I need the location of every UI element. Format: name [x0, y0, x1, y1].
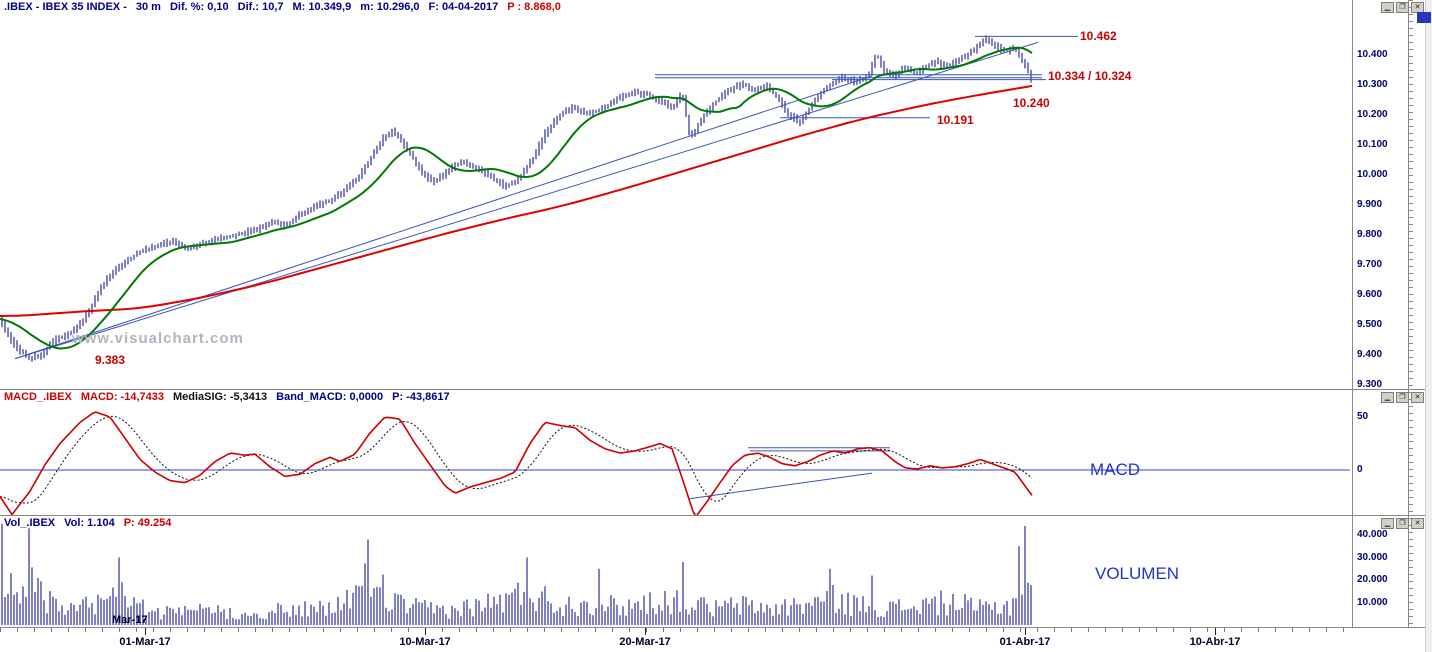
macd-panel: MACD_.IBEX MACD: -14,7433 MediaSIG: -5,341… — [0, 390, 1432, 516]
price-level-annotation[interactable]: 10.462 — [1080, 29, 1117, 44]
header-segment: Dif.: 10,7 — [237, 1, 284, 13]
price-level-annotation[interactable]: 10.240 — [1013, 96, 1050, 110]
y-axis-label: 9.600 — [1357, 289, 1383, 300]
header-segment: Dif. %: 0,10 — [169, 1, 229, 13]
close-button[interactable]: ✕ — [1411, 518, 1424, 529]
y-axis-label: 9.900 — [1357, 199, 1383, 210]
header-segment: Band_MACD: 0,0000 — [276, 391, 384, 403]
minimize-button[interactable]: ▁ — [1381, 2, 1394, 13]
price-scale-separator — [1352, 0, 1353, 628]
y-axis-label: 30.000 — [1357, 551, 1388, 563]
y-axis-label: 10.200 — [1357, 109, 1388, 120]
close-button[interactable]: ✕ — [1411, 392, 1424, 403]
header-segment: MACD: -14,7433 — [80, 391, 164, 403]
header-segment: F: 04-04-2017 — [428, 1, 499, 13]
minimize-button[interactable]: ▁ — [1381, 392, 1394, 403]
time-axis-label: 01-Mar-17 — [119, 636, 171, 648]
header-segment: P : 8.868,0 — [507, 1, 561, 13]
y-axis-label: 40.000 — [1357, 529, 1388, 540]
y-axis-label: 10.100 — [1357, 139, 1388, 150]
time-axis-label: 10-Abr-17 — [1189, 636, 1241, 648]
y-axis-label: 20.000 — [1357, 574, 1388, 585]
y-axis-label: 10.300 — [1357, 79, 1388, 90]
volume-panel: Vol_.IBEX Vol: 1.104 P: 49.254 ▁ ❐ ✕ VOLUMEN… — [0, 516, 1432, 628]
y-axis-label: 9.800 — [1357, 229, 1383, 240]
minimize-button[interactable]: ▁ — [1381, 518, 1394, 529]
y-axis-label: 9.400 — [1357, 349, 1383, 360]
time-axis[interactable]: 01-Mar-17 10-Mar-17 20-Mar-17 01-Abr-17 10-A… — [0, 628, 1432, 652]
y-axis-label: 9.700 — [1357, 259, 1383, 270]
price-scale-marker — [1417, 12, 1431, 23]
time-axis-tick — [1215, 628, 1216, 635]
time-axis-label: 01-Abr-17 — [999, 636, 1051, 648]
y-axis-label: 10.400 — [1357, 49, 1388, 60]
watermark: www.visualchart.com — [72, 330, 244, 347]
header-segment: m: 10.296,0 — [360, 1, 420, 13]
macd-header: MACD_.IBEX MACD: -14,7433 MediaSIG: -5,341… — [4, 391, 459, 403]
y-axis-label: 10.000 — [1357, 596, 1388, 608]
header-segment: P: -43,8617 — [392, 391, 450, 403]
header-segment: M: 10.349,9 — [292, 1, 352, 13]
time-axis-label: 20-Mar-17 — [619, 636, 671, 648]
y-axis-label: 9.300 — [1357, 379, 1383, 390]
axis-month-label: Mar-17 — [112, 614, 148, 626]
time-axis-tick — [1025, 628, 1026, 635]
price-level-annotation[interactable]: 9.383 — [95, 353, 126, 368]
y-axis-label: 10.000 — [1357, 169, 1388, 180]
time-axis-label: 10-Mar-17 — [399, 636, 451, 648]
restore-button[interactable]: ❐ — [1396, 518, 1409, 529]
macd-window-controls: ▁ ❐ ✕ — [1381, 392, 1424, 403]
time-axis-minor-ticks — [0, 628, 1352, 632]
window-right-edge — [1425, 0, 1432, 652]
price-panel: .IBEX - IBEX 35 INDEX - 30 m Dif. %: 0,10 D… — [0, 0, 1432, 390]
header-segment: 30 m — [135, 1, 161, 13]
header-segment: Vol_.IBEX — [4, 517, 56, 529]
price-chart-canvas[interactable] — [0, 0, 1352, 390]
header-segment: .IBEX - IBEX 35 INDEX - — [4, 1, 127, 13]
time-axis-tick — [145, 628, 146, 635]
volume-label: VOLUMEN — [1095, 564, 1180, 583]
header-segment: P: 49.254 — [123, 517, 172, 529]
y-axis-label: 9.500 — [1357, 319, 1383, 330]
restore-button[interactable]: ❐ — [1396, 392, 1409, 403]
y-axis-label: 50 — [1357, 411, 1369, 422]
y-axis-label: 0 — [1357, 464, 1363, 475]
price-window-controls: ▁ ❐ ✕ — [1381, 2, 1424, 13]
time-axis-tick — [425, 628, 426, 635]
header-segment: Vol: 1.104 — [64, 517, 115, 529]
volume-window-controls: ▁ ❐ ✕ — [1381, 518, 1424, 529]
volume-header: Vol_.IBEX Vol: 1.104 P: 49.254 — [4, 517, 180, 529]
volume-chart-canvas[interactable] — [0, 516, 1352, 628]
price-level-annotation[interactable]: 10.191 — [937, 112, 974, 127]
price-level-annotation[interactable]: 10.334 / 10.324 — [1048, 69, 1132, 84]
restore-button[interactable]: ❐ — [1396, 2, 1409, 13]
macd-label: MACD — [1090, 460, 1141, 479]
header-segment: MACD_.IBEX — [4, 391, 72, 403]
price-header: .IBEX - IBEX 35 INDEX - 30 m Dif. %: 0,10 D… — [4, 1, 570, 13]
macd-chart-canvas[interactable] — [0, 390, 1352, 516]
price-scale-ruler[interactable] — [1408, 0, 1414, 628]
time-axis-tick — [645, 628, 646, 635]
header-segment: MediaSIG: -5,3413 — [172, 391, 268, 403]
